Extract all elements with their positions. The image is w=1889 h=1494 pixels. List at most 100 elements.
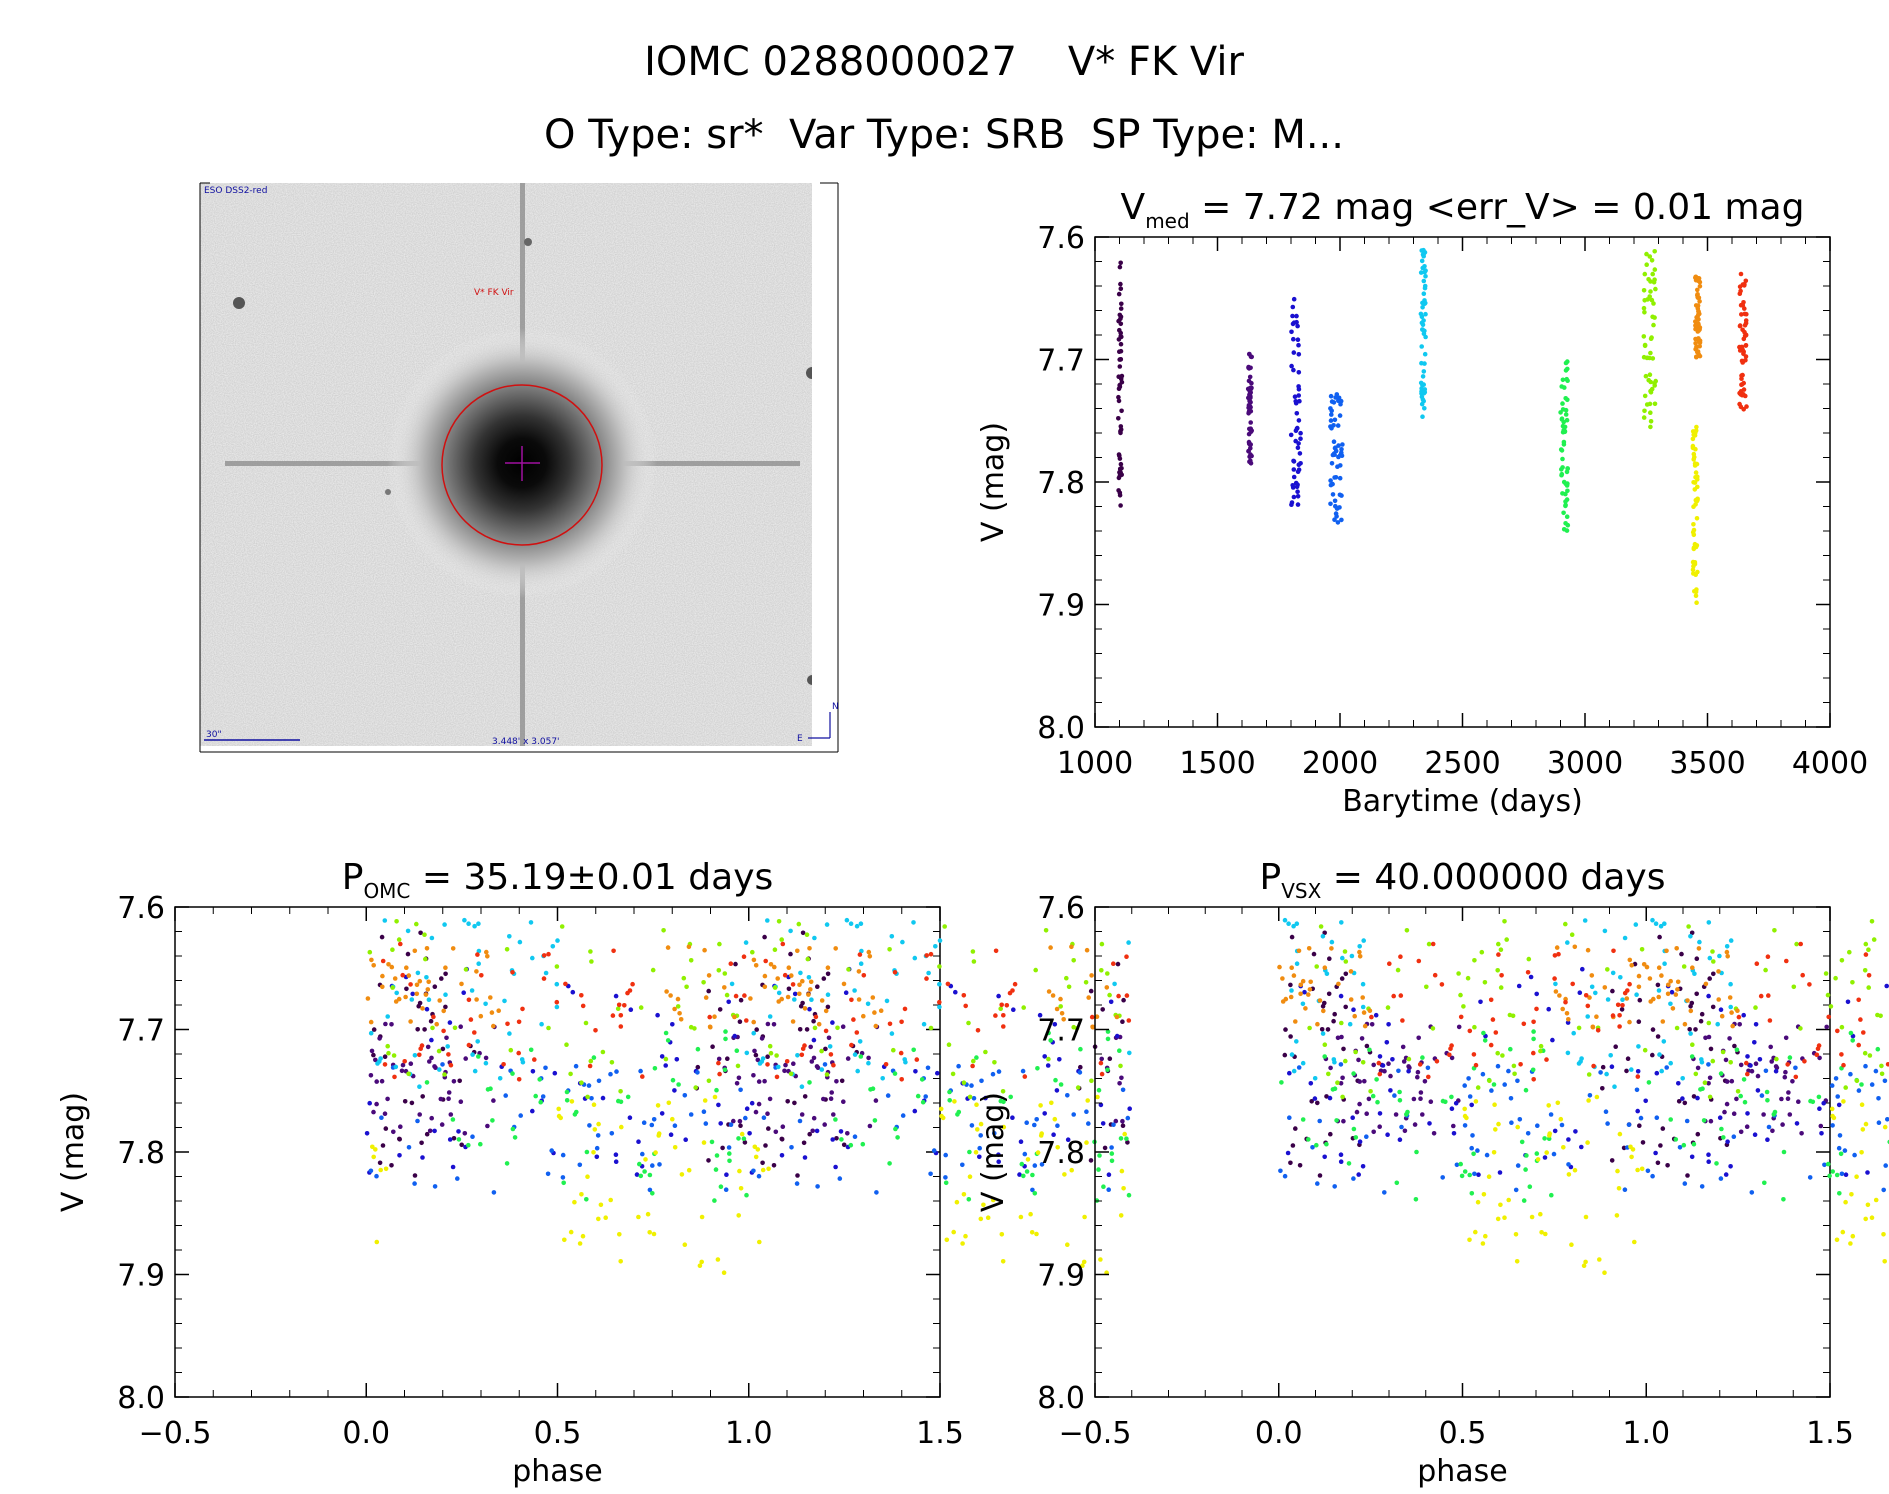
phase-omc-point (1018, 1214, 1024, 1220)
phase-vsx-point (1558, 1116, 1564, 1122)
phase-vsx-point (1415, 1074, 1420, 1080)
phase-omc-point (706, 1078, 712, 1084)
lightcurve-point (1560, 456, 1565, 462)
phase-vsx-point (1458, 992, 1463, 998)
phase-vsx-point (1357, 944, 1362, 949)
phase-vsx-point (1693, 1027, 1698, 1032)
phase-omc-point (900, 939, 905, 945)
phase-omc-point (484, 949, 489, 955)
phase-omc-point (940, 1115, 946, 1121)
phase-omc-point (627, 988, 633, 993)
phase-omc-point (1048, 1038, 1053, 1043)
phase-omc-point (1109, 1151, 1115, 1156)
phase-omc-point (870, 995, 876, 1000)
phase-omc-point (1098, 1060, 1104, 1066)
phase-vsx-point (1841, 1099, 1846, 1104)
phase-omc-point (774, 1074, 780, 1080)
phase-vsx-point (1585, 1014, 1590, 1019)
phase-omc-point (684, 984, 689, 990)
phase-vsx-point (1353, 1049, 1358, 1055)
phase-omc-point (866, 1055, 871, 1061)
phase-vsx-point (1830, 1169, 1835, 1174)
phase-omc-point (432, 1184, 438, 1189)
lightcurve-point (1695, 306, 1701, 311)
phase-omc-point (938, 1106, 944, 1112)
phase-vsx-point (1308, 979, 1313, 985)
phase-vsx-point (1461, 1004, 1466, 1009)
phase-omc-point (797, 1118, 803, 1124)
lightcurve-point (1118, 341, 1124, 347)
phase-omc-point (974, 1102, 979, 1107)
phase-vsx-point (1418, 1090, 1424, 1095)
phase-omc-point (1112, 981, 1117, 987)
phase-vsx-point (1837, 1133, 1843, 1138)
phase-vsx-point (1528, 974, 1534, 980)
phase-omc-point (1124, 1136, 1129, 1141)
phase-omc-point (821, 976, 827, 981)
phase-omc-point (596, 1216, 601, 1222)
phase-vsx-point (1629, 1154, 1634, 1160)
phase-omc-point (457, 1078, 463, 1084)
phase-omc-point (472, 1068, 478, 1074)
phase-omc-point (765, 1021, 771, 1027)
phase-omc-point (970, 1063, 975, 1069)
lightcurve-point (1651, 279, 1657, 285)
phase-vsx-point (1635, 1108, 1640, 1114)
phase-vsx-point (1464, 1115, 1469, 1121)
phase-omc-point (937, 938, 943, 943)
phase-vsx-point (1764, 1089, 1770, 1095)
phase-omc-point (899, 1019, 904, 1025)
phase-omc-point (554, 1004, 560, 1010)
phase-omc-point (374, 1239, 380, 1245)
phase-omc-point (738, 1123, 743, 1128)
phase-vsx-point (1338, 1062, 1344, 1067)
lightcurve-xtick-label: 2000 (1302, 746, 1378, 781)
phase-omc-point (928, 1025, 934, 1031)
phase-omc-point (716, 968, 722, 973)
lightcurve-point (1739, 382, 1744, 388)
phase-vsx-point (1535, 1123, 1540, 1128)
phase-omc-point (695, 1064, 701, 1070)
phase-vsx-point (1827, 1173, 1832, 1179)
phase-omc-point (579, 1080, 584, 1085)
phase-omc-point (1054, 1006, 1060, 1012)
phase-vsx-point (1729, 1078, 1735, 1084)
phase-vsx-point (1771, 1112, 1777, 1117)
phase-vsx-point (1298, 982, 1304, 988)
phase-vsx-point (1375, 1099, 1380, 1105)
phase-vsx-point (1495, 1063, 1501, 1069)
phase-omc-point (516, 1050, 521, 1056)
phase-omc-point (1019, 1161, 1025, 1167)
phase-vsx-point (1486, 1174, 1492, 1179)
phase-vsx-point (1348, 997, 1354, 1002)
lightcurve-point (1653, 286, 1658, 292)
phase-vsx-point (1627, 957, 1633, 963)
phase-omc-point (1077, 1070, 1083, 1075)
phase-vsx-point (1836, 1145, 1842, 1151)
lightcurve-point (1644, 251, 1649, 257)
phase-vsx-point (1424, 984, 1429, 990)
lightcurve-point (1423, 311, 1428, 317)
phase-omc-point (956, 1063, 961, 1069)
phase-vsx-point (1723, 1172, 1729, 1177)
phase-vsx-point (1634, 1087, 1640, 1093)
phase-omc-point (678, 1017, 684, 1022)
phase-omc-point (424, 946, 430, 951)
phase-omc-point (562, 1237, 567, 1243)
compass-north: N (832, 702, 839, 712)
phase-omc-point (892, 1071, 898, 1076)
lightcurve-point (1294, 411, 1300, 416)
phase-omc-point (664, 989, 669, 994)
phase-omc-point (978, 1216, 984, 1222)
phase-vsx-point (1871, 937, 1877, 942)
phase-omc-point (628, 1007, 634, 1012)
lightcurve-point (1695, 295, 1701, 301)
phase-omc-point (857, 1039, 863, 1044)
lightcurve-point (1641, 334, 1647, 339)
phase-omc-point (779, 937, 784, 942)
phase-vsx-point (1350, 1115, 1355, 1120)
phase-vsx-point (1531, 1029, 1536, 1034)
phase-omc-point (736, 1213, 741, 1218)
phase-omc-point (365, 996, 371, 1001)
